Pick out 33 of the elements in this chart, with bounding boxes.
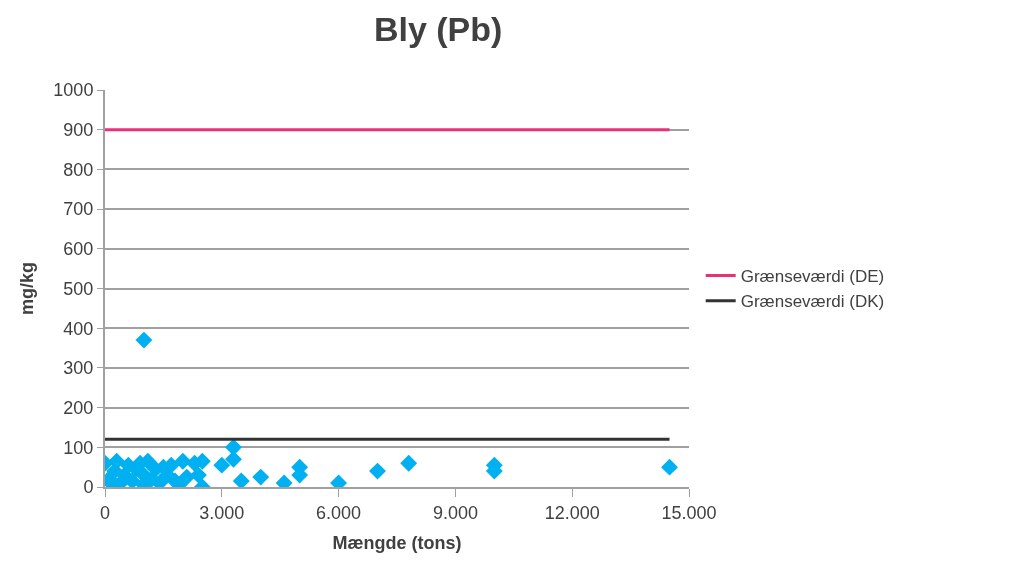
y-tick-label: 500 xyxy=(63,278,94,299)
y-tick-label: 400 xyxy=(63,318,94,339)
chart-title: Bly (Pb) xyxy=(373,9,503,48)
x-tick-label: 6.000 xyxy=(316,502,362,523)
point xyxy=(369,462,386,480)
point xyxy=(661,458,678,476)
point xyxy=(232,472,250,487)
y-tick-label: 200 xyxy=(63,397,94,418)
point xyxy=(252,468,270,486)
legend-label: Grænseværdi (DK) xyxy=(740,292,885,312)
point xyxy=(135,331,153,349)
y-tick-label: 100 xyxy=(63,437,94,458)
point xyxy=(213,456,231,474)
point xyxy=(189,466,207,484)
y-tick-label: 1000 xyxy=(53,80,94,101)
x-tick-label: 15.000 xyxy=(661,502,717,523)
y-axis-title: mg/kg xyxy=(17,261,38,316)
x-tick-label: 9.000 xyxy=(432,502,478,523)
y-tick-label: 600 xyxy=(63,239,94,260)
x-tick-label: 0 xyxy=(99,502,111,523)
point xyxy=(400,454,418,472)
x-tick-label: 3.000 xyxy=(199,502,245,523)
y-tick-label: 900 xyxy=(63,120,94,140)
y-tick-label: 300 xyxy=(63,358,94,379)
x-axis-title: Mængde (tons) xyxy=(332,533,462,554)
point xyxy=(178,468,196,486)
y-tick-label: 700 xyxy=(63,199,94,220)
y-tick-label: 0 xyxy=(83,477,94,498)
y-tick-label: 800 xyxy=(63,159,94,180)
point xyxy=(174,452,192,470)
legend-label: Grænseværdi (DE) xyxy=(740,267,885,287)
point xyxy=(108,452,126,470)
x-tick-label: 12.000 xyxy=(544,502,600,523)
